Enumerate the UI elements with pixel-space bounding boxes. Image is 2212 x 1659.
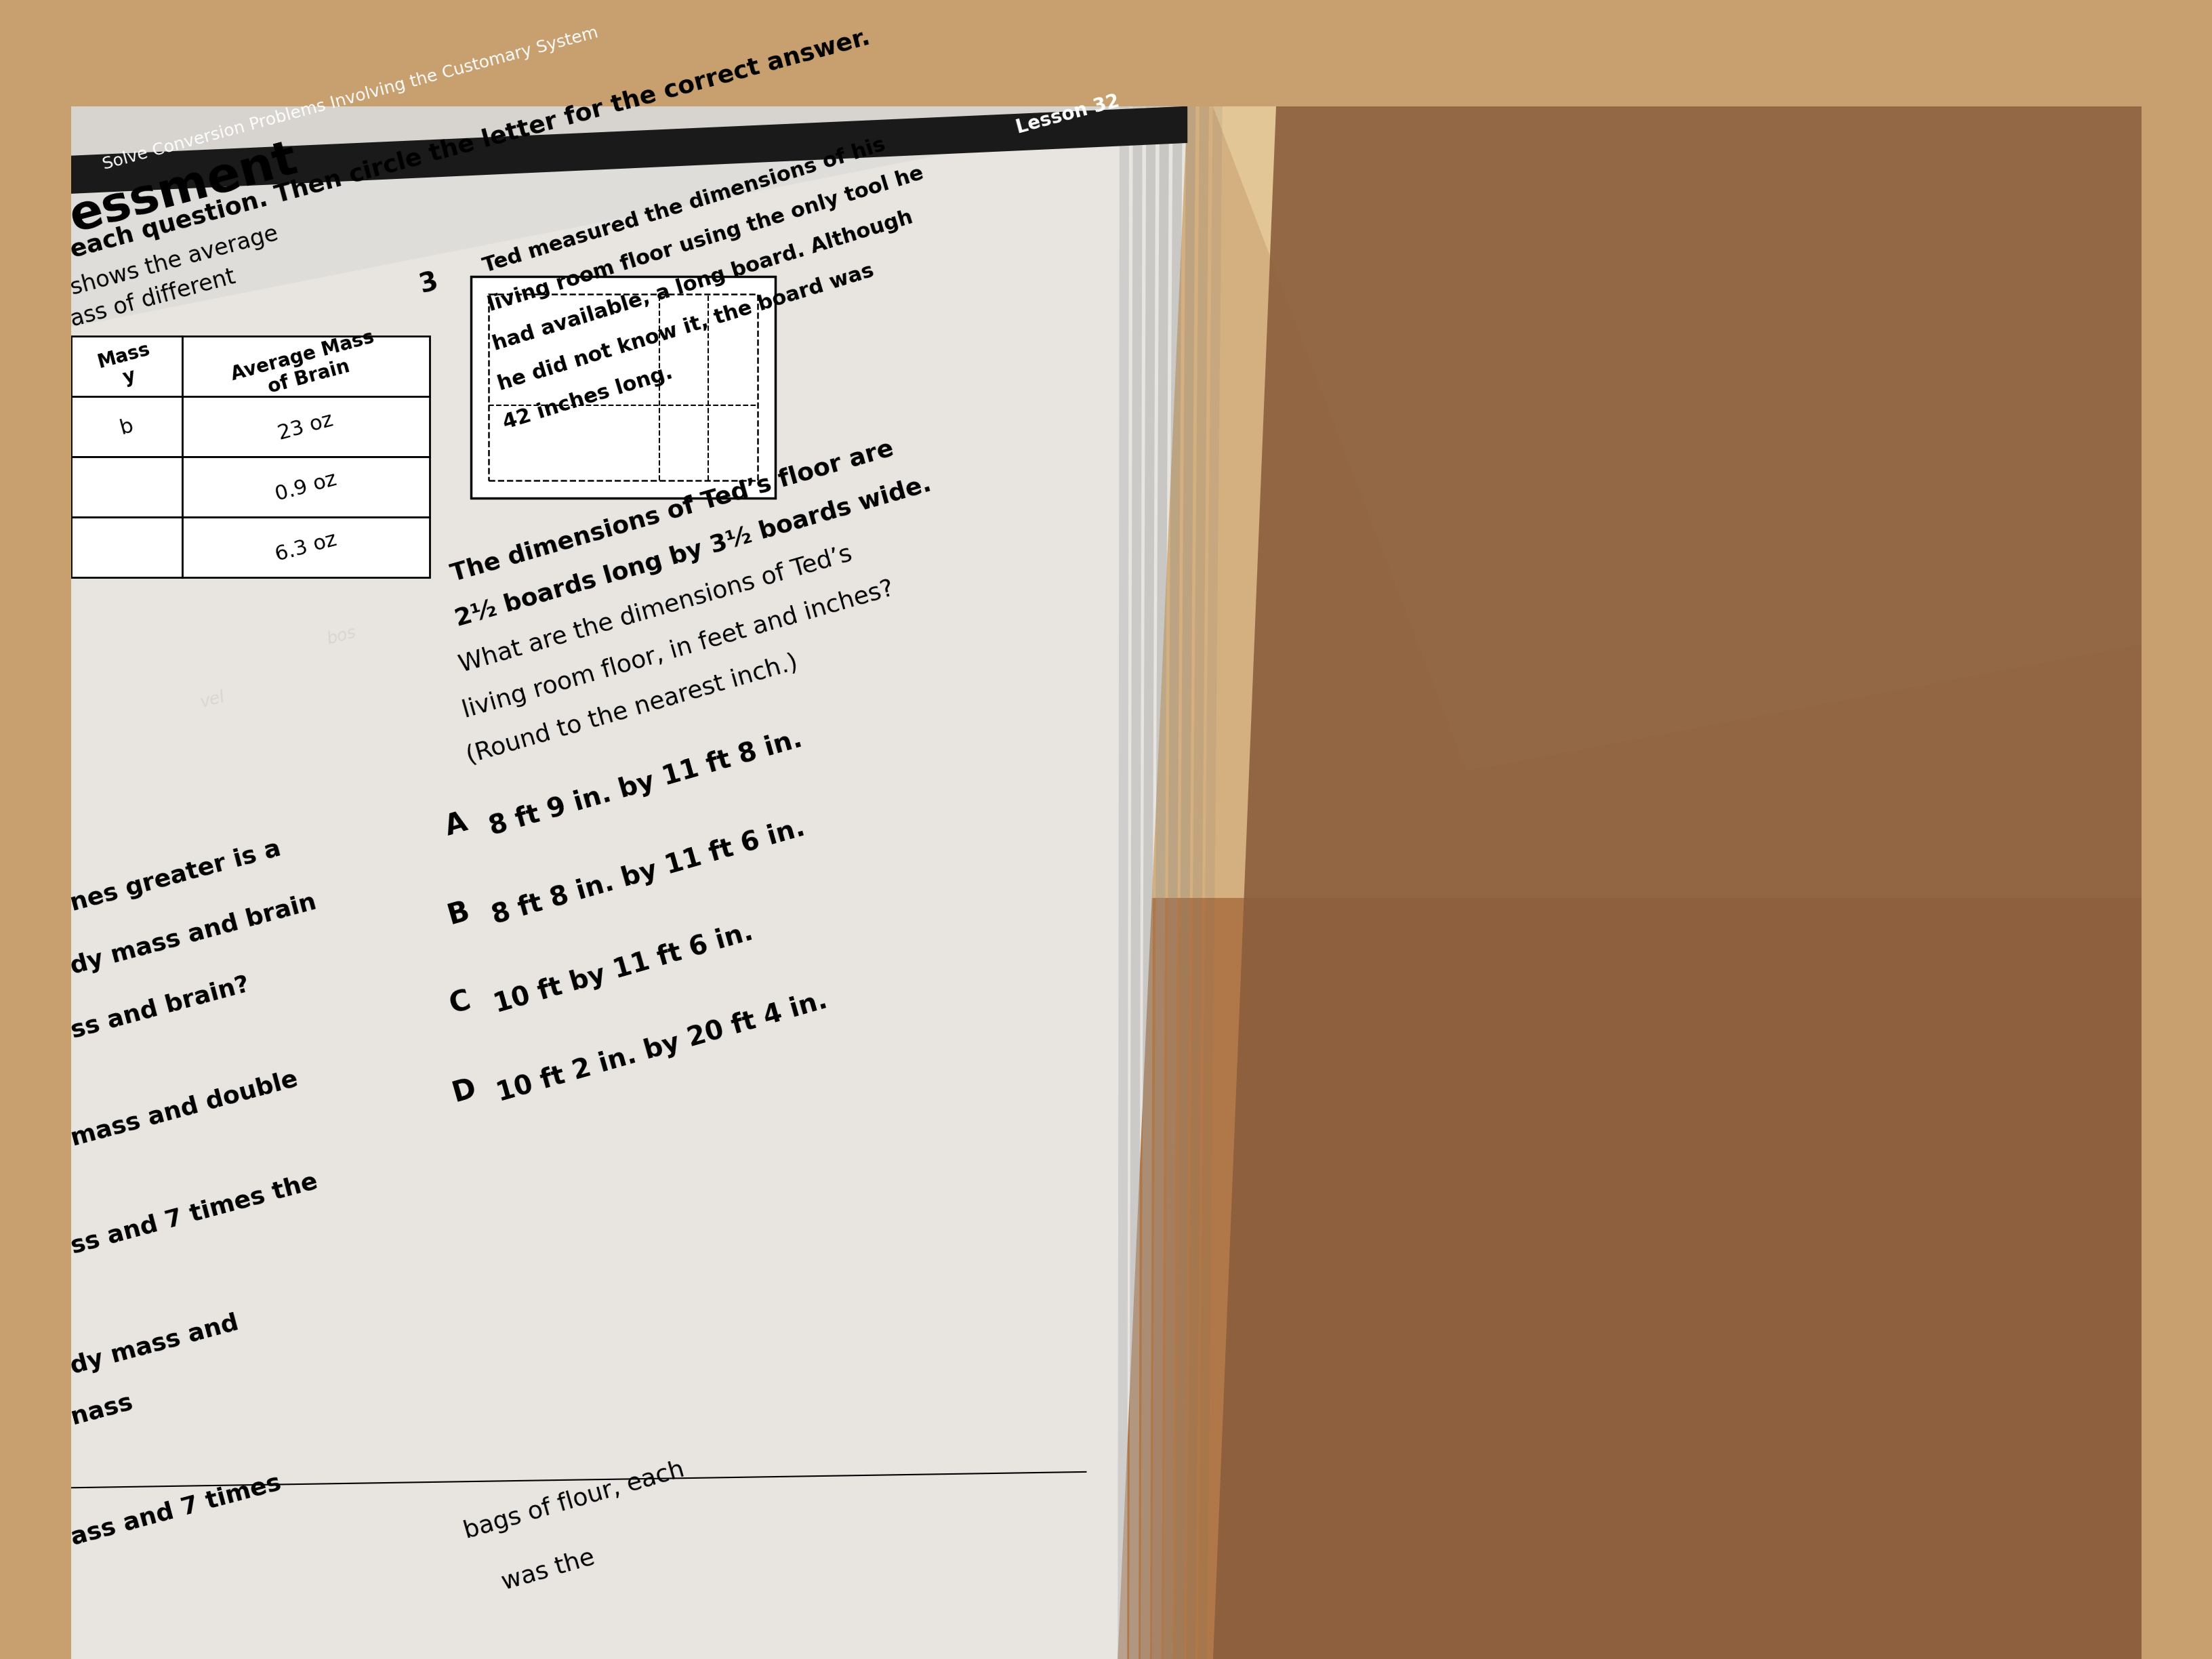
Text: mass and double: mass and double: [69, 1067, 301, 1150]
Text: 10 ft 2 in. by 20 ft 4 in.: 10 ft 2 in. by 20 ft 4 in.: [493, 987, 830, 1107]
Polygon shape: [1212, 106, 2141, 771]
Text: 6.3 oz: 6.3 oz: [272, 529, 338, 566]
Text: Average Mass
of Brain: Average Mass of Brain: [230, 328, 383, 405]
Text: bags of flour, each: bags of flour, each: [460, 1458, 688, 1543]
Polygon shape: [1141, 106, 1155, 1659]
Text: D: D: [449, 1075, 480, 1108]
Text: (Round to the nearest inch.): (Round to the nearest inch.): [465, 650, 801, 768]
Polygon shape: [71, 106, 1188, 174]
Text: Lesson 32: Lesson 32: [1013, 91, 1121, 138]
Text: had available, a long board. Although: had available, a long board. Although: [491, 207, 916, 355]
Polygon shape: [181, 456, 429, 518]
Text: 8 ft 8 in. by 11 ft 6 in.: 8 ft 8 in. by 11 ft 6 in.: [489, 815, 807, 929]
Text: 10 ft by 11 ft 6 in.: 10 ft by 11 ft 6 in.: [491, 919, 757, 1019]
Text: 42 inches long.: 42 inches long.: [500, 363, 675, 433]
Text: bos: bos: [325, 624, 358, 647]
Text: What are the dimensions of Ted’s: What are the dimensions of Ted’s: [456, 542, 854, 677]
Polygon shape: [1117, 106, 1128, 1659]
Polygon shape: [1128, 106, 1141, 1659]
Polygon shape: [1175, 106, 1197, 1659]
Text: nes greater is a: nes greater is a: [69, 836, 283, 916]
Text: was the: was the: [500, 1546, 597, 1594]
Text: ass and 7 times: ass and 7 times: [69, 1472, 283, 1550]
Polygon shape: [71, 106, 2141, 898]
Polygon shape: [181, 518, 429, 577]
Text: A: A: [442, 808, 471, 841]
Text: ss and 7 times the: ss and 7 times the: [69, 1170, 321, 1258]
Polygon shape: [71, 106, 1188, 1659]
Polygon shape: [1152, 106, 1170, 1659]
Text: dy mass and brain: dy mass and brain: [69, 891, 319, 979]
Text: vel: vel: [197, 688, 226, 712]
Polygon shape: [71, 898, 2141, 1659]
Text: dy mass and: dy mass and: [69, 1311, 241, 1379]
Polygon shape: [1164, 106, 1183, 1659]
Polygon shape: [71, 106, 1188, 194]
Polygon shape: [71, 397, 181, 456]
Text: 0.9 oz: 0.9 oz: [272, 469, 338, 504]
Text: C: C: [447, 985, 473, 1019]
Text: 3: 3: [416, 269, 440, 299]
Text: ass of different: ass of different: [69, 265, 239, 332]
Polygon shape: [181, 397, 429, 456]
Text: Mass
y: Mass y: [95, 340, 157, 393]
Text: Solve Conversion Problems Involving the Customary System: Solve Conversion Problems Involving the …: [102, 25, 599, 173]
Text: he did not know it, the board was: he did not know it, the board was: [495, 260, 876, 395]
Text: The dimensions of Ted’s floor are: The dimensions of Ted’s floor are: [449, 436, 896, 586]
Text: living room floor using the only tool he: living room floor using the only tool he: [487, 164, 927, 315]
Text: ss and brain?: ss and brain?: [69, 972, 252, 1042]
Polygon shape: [471, 275, 774, 498]
Text: living room floor, in feet and inches?: living room floor, in feet and inches?: [460, 577, 896, 722]
Polygon shape: [181, 337, 429, 397]
Text: nass: nass: [69, 1390, 135, 1428]
Text: shows the average: shows the average: [69, 222, 281, 300]
Text: essment: essment: [64, 136, 303, 242]
Polygon shape: [71, 106, 1188, 327]
Text: b: b: [117, 416, 135, 438]
Polygon shape: [1212, 106, 2141, 1659]
Text: B: B: [445, 898, 473, 931]
Polygon shape: [71, 337, 181, 397]
Polygon shape: [1186, 106, 1210, 1659]
Text: 23 oz: 23 oz: [276, 410, 336, 443]
Text: 2½ boards long by 3½ boards wide.: 2½ boards long by 3½ boards wide.: [451, 473, 933, 630]
Text: each question. Then circle the letter for the correct answer.: each question. Then circle the letter fo…: [69, 25, 874, 262]
Polygon shape: [71, 518, 181, 577]
Text: 8 ft 9 in. by 11 ft 8 in.: 8 ft 9 in. by 11 ft 8 in.: [487, 727, 805, 841]
Text: Ted measured the dimensions of his: Ted measured the dimensions of his: [480, 134, 887, 275]
Polygon shape: [1197, 106, 1223, 1659]
Polygon shape: [71, 456, 181, 518]
Polygon shape: [1011, 114, 1150, 143]
